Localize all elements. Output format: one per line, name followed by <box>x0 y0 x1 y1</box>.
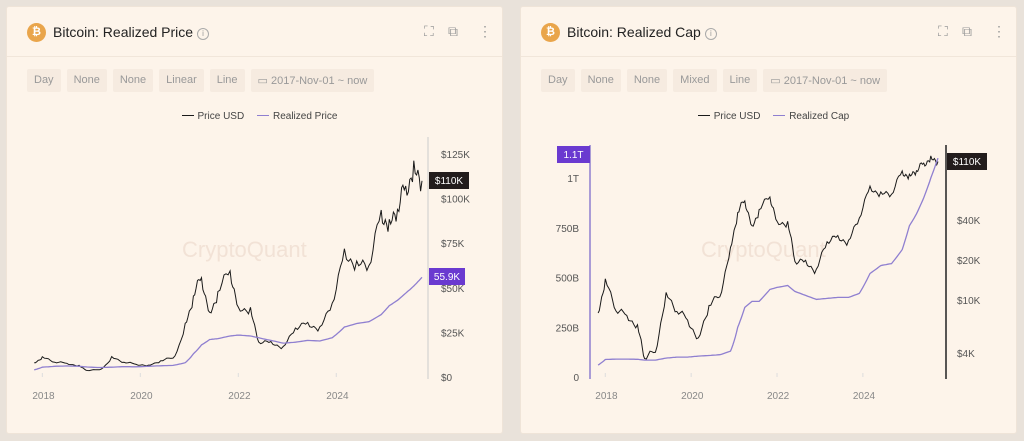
y-tick-label: $25K <box>441 328 465 339</box>
realized-cap-badge-text: 1.1T <box>563 150 583 161</box>
info-icon[interactable]: i <box>197 28 210 40</box>
panel-header: ₿ Bitcoin: Realized Cap i ⛶ ⧉ ⋮ <box>521 7 1016 57</box>
y-left-tick-label: 750B <box>556 224 580 235</box>
y-left-tick-label: 250B <box>556 323 580 334</box>
y-left-tick-label: 1T <box>567 174 579 185</box>
price-badge-text: $110K <box>953 157 982 168</box>
y-right-tick-label: $4K <box>957 349 975 360</box>
x-tick-label: 2018 <box>595 391 618 402</box>
info-icon[interactable]: i <box>704 28 717 40</box>
panel-header: ₿ Bitcoin: Realized Price i ⛶ ⧉ ⋮ <box>7 7 502 57</box>
price-badge <box>429 172 469 189</box>
legend-item[interactable]: Realized Price <box>272 111 338 122</box>
chart-options: Day None None Linear Line ▭ 2017-Nov-01 ~ no… <box>27 69 375 92</box>
chart-title: Bitcoin: Realized Cap i <box>567 24 717 40</box>
option-button[interactable]: Linear <box>159 69 204 92</box>
watermark: CryptoQuant <box>182 237 307 262</box>
chart-options: Day None None Mixed Line ▭ 2017-Nov-01 ~ now <box>541 69 888 92</box>
option-button[interactable]: Mixed <box>673 69 717 92</box>
option-button[interactable]: Line <box>209 69 245 92</box>
fullscreen-icon[interactable]: ⛶ <box>424 23 434 39</box>
date-range-picker[interactable]: ▭ 2017-Nov-01 ~ now <box>763 69 888 92</box>
realized-badge-text: 55.9K <box>434 272 460 283</box>
chart-title: Bitcoin: Realized Price i <box>53 24 210 40</box>
x-tick-label: 2018 <box>32 391 55 402</box>
external-link-icon[interactable]: ⧉ <box>448 23 458 39</box>
bitcoin-icon: ₿ <box>541 23 560 42</box>
option-button[interactable]: None <box>66 69 107 92</box>
external-link-icon[interactable]: ⧉ <box>962 23 972 39</box>
legend: Price USD Realized Cap <box>521 111 1016 122</box>
legend-swatch-price <box>181 114 194 116</box>
watermark: CryptoQuant <box>701 237 826 262</box>
x-tick-label: 2020 <box>681 391 704 402</box>
y-left-tick-label: 500B <box>556 274 580 285</box>
realized-badge <box>429 268 465 285</box>
price-badge-text: $110K <box>435 176 464 187</box>
realized-cap-panel: ₿ Bitcoin: Realized Cap i ⛶ ⧉ ⋮ Day None No… <box>520 6 1017 434</box>
chart-svg: CryptoQuant 2018 2020 2022 2024 0 250B 500B 750B… <box>556 145 987 402</box>
x-tick-label: 2024 <box>853 391 876 402</box>
realized-line <box>34 276 423 371</box>
price-usd-line <box>597 155 939 360</box>
option-button[interactable]: Line <box>722 69 758 92</box>
legend-item[interactable]: Price USD <box>713 111 761 122</box>
y-tick-label: $50K <box>441 284 465 295</box>
y-right-tick-label: $40K <box>957 216 981 227</box>
calendar-icon: ▭ <box>257 75 271 87</box>
x-tick-label: 2024 <box>326 391 349 402</box>
y-tick-label: $0 <box>441 373 453 384</box>
x-tick-label: 2022 <box>228 391 251 402</box>
more-vertical-icon[interactable]: ⋮ <box>992 23 1006 39</box>
y-right-tick-label: $10K <box>957 296 981 307</box>
y-left-tick-label: 0 <box>573 373 579 384</box>
price-usd-line <box>34 160 423 372</box>
legend-swatch-realized <box>256 114 269 116</box>
x-tick-label: 2020 <box>130 391 153 402</box>
realized-line <box>597 157 939 366</box>
y-tick-label: $100K <box>441 195 470 206</box>
realized-cap-badge <box>557 146 590 163</box>
option-button[interactable]: None <box>580 69 621 92</box>
x-tick-label: 2022 <box>767 391 790 402</box>
option-button[interactable]: None <box>112 69 154 92</box>
chart-svg: CryptoQuant 2018 2020 2022 2024 $0 $25K $50K $75… <box>32 137 470 402</box>
calendar-icon: ▭ <box>770 75 784 87</box>
legend-swatch-price <box>697 114 710 116</box>
legend-item[interactable]: Realized Cap <box>789 111 850 122</box>
y-right-tick-label: $20K <box>957 256 981 267</box>
bitcoin-icon: ₿ <box>27 23 46 42</box>
price-badge <box>947 153 987 170</box>
option-button[interactable]: Day <box>27 69 61 92</box>
more-vertical-icon[interactable]: ⋮ <box>478 23 492 39</box>
legend: Price USD Realized Price <box>7 111 502 122</box>
option-button[interactable]: None <box>626 69 668 92</box>
fullscreen-icon[interactable]: ⛶ <box>938 23 948 39</box>
realized-price-panel: ₿ Bitcoin: Realized Price i ⛶ ⧉ ⋮ Day None… <box>6 6 503 434</box>
date-range-picker[interactable]: ▭ 2017-Nov-01 ~ now <box>250 69 375 92</box>
y-tick-label: $125K <box>441 150 470 161</box>
option-button[interactable]: Day <box>541 69 575 92</box>
y-tick-label: $75K <box>441 239 465 250</box>
legend-swatch-realized <box>773 114 786 116</box>
legend-item[interactable]: Price USD <box>197 111 245 122</box>
